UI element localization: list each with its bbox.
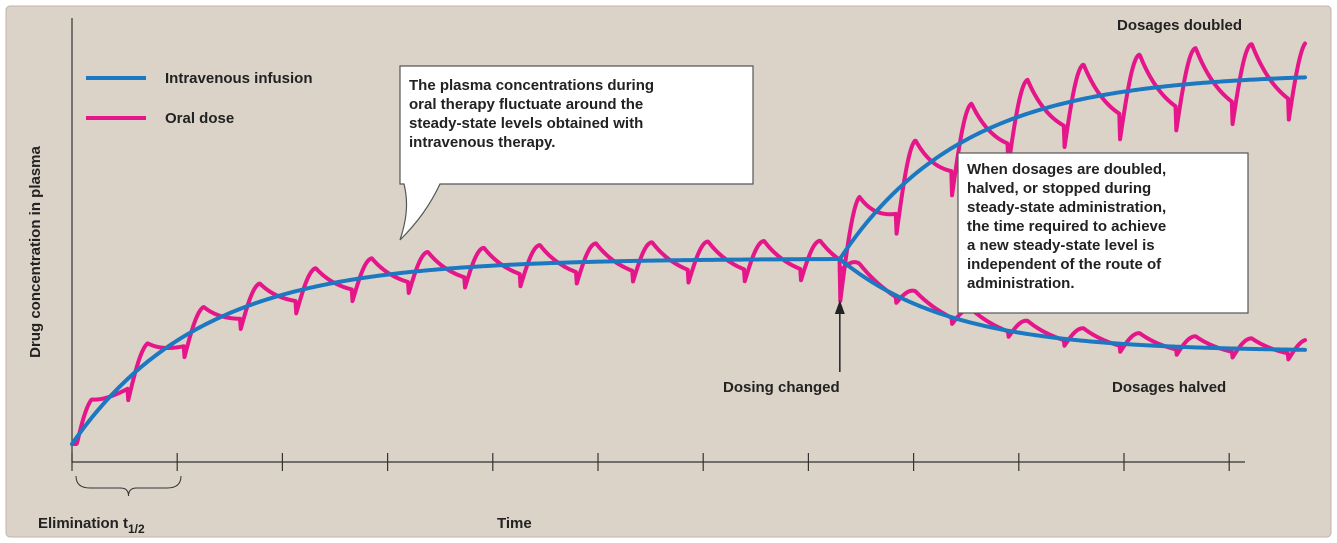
callout-2-line: a new steady-state level is bbox=[967, 237, 1155, 254]
legend-label: Intravenous infusion bbox=[165, 70, 313, 87]
dosing-changed-label: Dosing changed bbox=[723, 379, 840, 396]
series-line-oral-dose-halved bbox=[837, 260, 1307, 362]
plot-area bbox=[70, 18, 1307, 497]
annotations: Intravenous infusion Oral dose Drug concen… bbox=[27, 17, 1249, 536]
callout-2-line: halved, or stopped during bbox=[967, 180, 1151, 197]
callout-box-2 bbox=[957, 152, 1249, 314]
series-line-intravenous-infusion-halved bbox=[837, 257, 1307, 352]
elimination-brace bbox=[75, 475, 182, 497]
callout-1-line: oral therapy fluctuate around the bbox=[409, 96, 643, 113]
y-axis-label: Drug concentration in plasma bbox=[27, 145, 44, 357]
dosages-doubled-label: Dosages doubled bbox=[1117, 17, 1242, 34]
series-line-intravenous-infusion bbox=[70, 75, 1307, 446]
x-axis-label: Time bbox=[497, 515, 532, 532]
dosages-halved-label: Dosages halved bbox=[1112, 379, 1226, 396]
callout-1-line: intravenous therapy. bbox=[409, 134, 555, 151]
dosing-arrow-head bbox=[834, 300, 845, 314]
callout-1-line: steady-state levels obtained with bbox=[409, 115, 643, 132]
callout-2-line: independent of the route of bbox=[967, 256, 1162, 273]
elimination-subscript: 1/2 bbox=[128, 522, 145, 536]
callout-box-1 bbox=[399, 65, 754, 241]
callout-2-line: When dosages are doubled, bbox=[967, 161, 1166, 178]
callout-2-line: the time required to achieve bbox=[967, 218, 1166, 235]
callout-2-line: administration. bbox=[967, 275, 1075, 292]
elimination-label: Elimination t1/2 bbox=[38, 515, 145, 536]
callout-1-line: The plasma concentrations during bbox=[409, 77, 654, 94]
callout-2-line: steady-state administration, bbox=[967, 199, 1166, 216]
legend-label: Oral dose bbox=[165, 110, 234, 127]
